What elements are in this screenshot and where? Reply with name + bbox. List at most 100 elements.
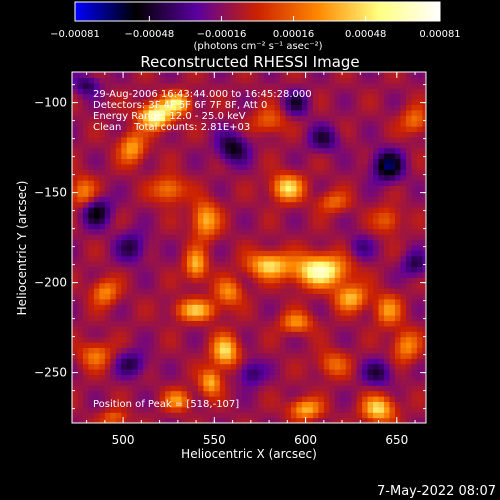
heatmap-cell bbox=[214, 190, 221, 197]
heatmap-cell bbox=[159, 250, 166, 257]
heatmap-cell bbox=[362, 136, 369, 143]
heatmap-cell bbox=[170, 82, 177, 89]
heatmap-cell bbox=[181, 109, 188, 116]
heatmap-cell bbox=[219, 374, 226, 381]
heatmap-cell bbox=[72, 374, 79, 381]
heatmap-cell bbox=[263, 234, 270, 240]
heatmap-cell bbox=[252, 72, 259, 78]
heatmap-cell bbox=[121, 185, 128, 192]
heatmap-cell bbox=[389, 261, 396, 267]
heatmap-cell bbox=[104, 109, 111, 116]
heatmap-cell bbox=[148, 234, 155, 240]
heatmap-cell bbox=[192, 185, 199, 192]
heatmap-cell bbox=[334, 352, 341, 359]
heatmap-cell bbox=[405, 336, 412, 343]
heatmap-cell bbox=[263, 104, 270, 111]
heatmap-cell bbox=[422, 228, 426, 235]
heatmap-cell bbox=[422, 379, 426, 386]
heatmap-cell bbox=[99, 142, 106, 149]
heatmap-cell bbox=[99, 266, 106, 273]
heatmap-cell bbox=[88, 244, 95, 251]
heatmap-cell bbox=[208, 363, 215, 370]
heatmap-cell bbox=[93, 282, 100, 289]
heatmap-cell bbox=[170, 282, 177, 289]
heatmap-cell bbox=[208, 120, 215, 127]
heatmap-cell bbox=[362, 266, 369, 273]
heatmap-cell bbox=[405, 406, 412, 413]
heatmap-cell bbox=[137, 417, 144, 423]
heatmap-cell bbox=[307, 288, 314, 294]
heatmap-cell bbox=[121, 379, 128, 386]
heatmap-cell bbox=[312, 142, 319, 149]
heatmap-cell bbox=[329, 201, 336, 208]
heatmap-cell bbox=[77, 115, 84, 122]
heatmap-cell bbox=[411, 158, 418, 165]
heatmap-cell bbox=[394, 82, 402, 89]
heatmap-cell bbox=[104, 304, 111, 311]
heatmap-cell bbox=[181, 352, 188, 359]
heatmap-cell bbox=[143, 223, 150, 230]
heatmap-cell bbox=[143, 131, 150, 138]
heatmap-cell bbox=[301, 401, 308, 408]
heatmap-cell bbox=[296, 315, 303, 321]
heatmap-cell bbox=[115, 190, 122, 197]
heatmap-cell bbox=[99, 109, 106, 116]
heatmap-cell bbox=[110, 379, 117, 386]
heatmap-cell bbox=[165, 396, 172, 402]
heatmap-cell bbox=[154, 244, 161, 251]
heatmap-cell bbox=[88, 126, 95, 132]
heatmap-cell bbox=[356, 239, 363, 246]
heatmap-cell bbox=[159, 217, 166, 224]
heatmap-cell bbox=[176, 196, 183, 203]
heatmap-cell bbox=[356, 88, 363, 95]
heatmap-cell bbox=[269, 223, 276, 230]
heatmap-cell bbox=[318, 369, 325, 375]
heatmap-cell bbox=[203, 72, 210, 78]
heatmap-cell bbox=[93, 417, 100, 423]
heatmap-cell bbox=[165, 358, 172, 365]
heatmap-cell bbox=[82, 293, 90, 300]
heatmap-cell bbox=[296, 120, 303, 127]
heatmap-cell bbox=[126, 352, 133, 359]
heatmap-cell bbox=[373, 104, 380, 111]
heatmap-cell bbox=[280, 347, 287, 354]
heatmap-cell bbox=[373, 320, 380, 327]
heatmap-cell bbox=[159, 298, 166, 305]
heatmap-cell bbox=[110, 309, 117, 316]
heatmap-cell bbox=[384, 115, 391, 122]
heatmap-cell bbox=[362, 174, 369, 181]
heatmap-cell bbox=[318, 336, 325, 343]
heatmap-cell bbox=[126, 277, 133, 284]
heatmap-cell bbox=[110, 298, 117, 305]
heatmap-cell bbox=[88, 379, 95, 386]
heatmap-cell bbox=[110, 396, 117, 402]
heatmap-cell bbox=[148, 212, 155, 219]
heatmap-cell bbox=[263, 153, 270, 159]
heatmap-cell bbox=[72, 163, 79, 170]
heatmap-cell bbox=[285, 261, 292, 267]
heatmap-cell bbox=[367, 93, 374, 100]
heatmap-cell bbox=[170, 412, 177, 419]
heatmap-cell bbox=[225, 255, 232, 262]
heatmap-cell bbox=[329, 93, 336, 100]
heatmap-cell bbox=[208, 196, 215, 203]
heatmap-cell bbox=[159, 390, 166, 397]
heatmap-cell bbox=[296, 244, 303, 251]
heatmap-cell bbox=[411, 93, 418, 100]
heatmap-cell bbox=[345, 228, 352, 235]
heatmap-cell bbox=[356, 99, 363, 105]
heatmap-cell bbox=[143, 288, 150, 294]
heatmap-cell bbox=[323, 347, 330, 354]
heatmap-cell bbox=[137, 126, 144, 132]
heatmap-cell bbox=[296, 201, 303, 208]
heatmap-cell bbox=[318, 163, 325, 170]
heatmap-cell bbox=[422, 417, 426, 423]
heatmap-cell bbox=[159, 266, 166, 273]
heatmap-cell bbox=[340, 207, 347, 213]
heatmap-cell bbox=[258, 347, 265, 354]
heatmap-cell bbox=[269, 217, 276, 224]
heatmap-cell bbox=[176, 217, 183, 224]
heatmap-cell bbox=[115, 212, 122, 219]
heatmap-cell bbox=[126, 374, 133, 381]
heatmap-cell bbox=[219, 82, 226, 89]
